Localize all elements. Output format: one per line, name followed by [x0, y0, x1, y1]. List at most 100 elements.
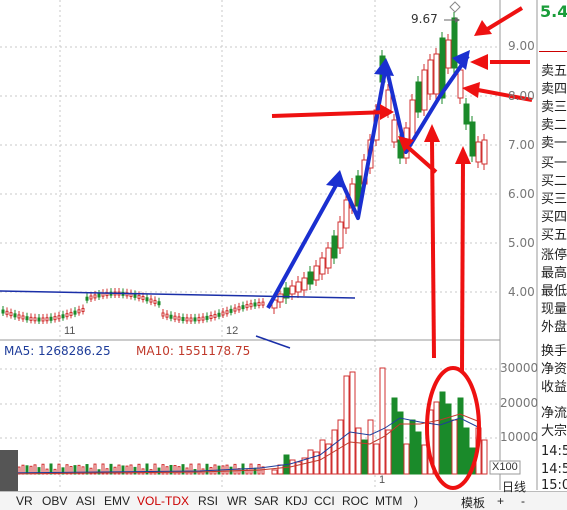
tab-wr[interactable]: WR [227, 494, 247, 508]
volume-bar [433, 401, 440, 475]
current-volume-label: 现量 [541, 302, 567, 317]
candle-body [157, 301, 161, 306]
candle-body [61, 314, 65, 319]
candle-body [137, 294, 141, 299]
turnover-label: 换手 [541, 344, 567, 359]
template-button[interactable]: 模板 [461, 496, 486, 510]
volume-bar [113, 466, 117, 475]
volume-bar [409, 419, 416, 475]
candle-body [21, 315, 25, 320]
candle-body [277, 293, 284, 303]
candle-body [1, 309, 5, 314]
volume-bar [261, 466, 265, 475]
volume-bar [385, 429, 392, 475]
candle-body [233, 307, 237, 312]
candle-body [201, 316, 205, 321]
tab-emv[interactable]: EMV [104, 494, 131, 508]
volume-bar [105, 468, 109, 475]
volume-bar [415, 431, 422, 475]
y-tick: 4.00 [508, 285, 535, 299]
candle-body [17, 314, 21, 319]
y-tick: 5.00 [508, 236, 535, 250]
tab-roc[interactable]: ROC [342, 494, 369, 508]
volume-bar [117, 464, 121, 475]
volume-bar [169, 464, 173, 475]
candle-body [169, 314, 173, 319]
tab-rsi[interactable]: RSI [198, 494, 219, 508]
candle-body [29, 316, 33, 321]
current-price: 5.4 [540, 2, 567, 21]
volume-bar [397, 411, 404, 475]
zoom-in-button[interactable]: + [497, 494, 505, 508]
annotation-arrows [271, 6, 533, 490]
limit-up-label: 涨停 [541, 248, 567, 263]
volume-bar [481, 439, 488, 475]
candle-body [225, 310, 229, 315]
tab-vol-tdx[interactable]: VOL-TDX [137, 494, 190, 508]
tab-more[interactable]: ) [414, 494, 418, 508]
high-marker [444, 1, 461, 23]
tab-cci[interactable]: CCI [314, 494, 335, 508]
volume-bar [301, 457, 308, 475]
candle-body [161, 312, 165, 317]
candle-body [319, 257, 326, 275]
candle-body [57, 315, 61, 320]
tab-mtm[interactable]: MTM [375, 494, 403, 508]
candle-body [217, 312, 221, 317]
tab-kdj[interactable]: KDJ [285, 494, 308, 508]
candle-body [257, 301, 261, 306]
volume-bar [77, 464, 81, 475]
volume-bar [391, 397, 398, 475]
tab-obv[interactable]: OBV [42, 494, 68, 508]
date-label: 11 [64, 325, 76, 337]
date-label: 12 [226, 325, 239, 337]
volume-bar [85, 464, 89, 475]
candle-body [13, 313, 17, 318]
sell-4-label: 卖四 [541, 82, 567, 97]
volume-bar [245, 469, 249, 475]
lowest-label: 最低 [541, 284, 567, 299]
window-edge [0, 450, 18, 491]
highest-label: 最高 [541, 266, 567, 281]
candle-body [133, 293, 137, 298]
candle-body [307, 271, 314, 285]
buy-sell-button-area[interactable] [539, 26, 567, 52]
candle-body [153, 299, 157, 304]
candle-body [189, 317, 193, 322]
candle-body [9, 312, 13, 317]
candle-body [145, 297, 149, 302]
zoom-out-button[interactable]: - [521, 494, 525, 508]
volume-bar [213, 464, 217, 475]
candle-body [289, 285, 296, 295]
volume-bar [129, 464, 133, 475]
volume-bar [313, 451, 320, 475]
indicator-tab-bar: VR OBV ASI EMV VOL-TDX RSI WR SAR KDJ CC… [0, 491, 567, 510]
tab-vr[interactable]: VR [16, 494, 33, 508]
volume-bar [463, 427, 470, 475]
sell-2-label: 卖二 [541, 118, 567, 133]
volume-bar [57, 463, 61, 475]
volume-bars [1, 367, 488, 475]
daily-period-button[interactable]: 日线 [502, 480, 527, 494]
candle-body [241, 305, 245, 310]
earnings-label: 收益 [541, 380, 567, 395]
y-tick: 9.00 [508, 39, 535, 53]
volume-bar [403, 443, 410, 475]
volume-bar [343, 375, 350, 475]
volume-ma10-label: MA10: 1551178.75 [136, 344, 251, 358]
tab-asi[interactable]: ASI [76, 494, 96, 508]
volume-bar [439, 391, 446, 475]
candle-body [165, 313, 169, 318]
candle-body [253, 302, 257, 307]
buy-5-label: 买五 [541, 228, 567, 243]
candle-body [295, 281, 302, 293]
volume-ma10-line [0, 413, 481, 475]
y-tick: 7.00 [508, 138, 535, 152]
volume-bar [61, 467, 65, 475]
volume-bar [325, 443, 332, 475]
volume-bar [379, 367, 386, 475]
tab-sar[interactable]: SAR [254, 494, 279, 508]
volume-bar [69, 465, 73, 475]
volume-y-tick: 20000 [500, 396, 539, 410]
